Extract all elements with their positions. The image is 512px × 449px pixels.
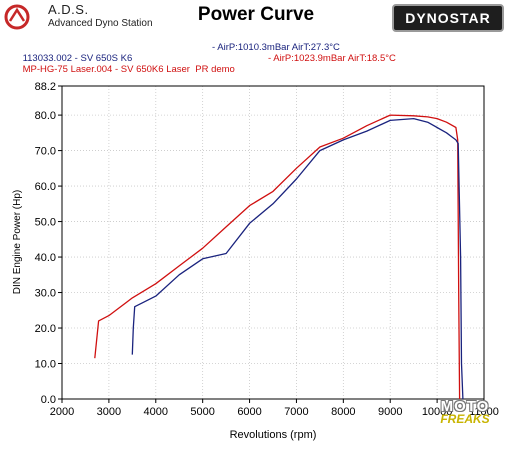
brand-subtitle: Advanced Dyno Station — [48, 18, 153, 29]
x-tick-label: 2000 — [50, 406, 74, 418]
x-tick-label: 11000 — [469, 406, 499, 418]
y-tick-label: 70.0 — [35, 146, 56, 158]
plot-frame — [61, 85, 485, 400]
y-tick-label: 50.0 — [35, 217, 56, 229]
run-name: 113033.002 - SV 650S K6 — [22, 53, 133, 64]
y-tick-label: 60.0 — [35, 181, 56, 193]
chart-title: Power Curve — [197, 4, 315, 25]
x-tick-label: 5000 — [190, 406, 214, 418]
watermark-top: MOTO — [440, 398, 490, 415]
x-tick-label: 6000 — [237, 406, 261, 418]
y-tick-label: 0.0 — [41, 394, 56, 406]
axis-ticks: 2000 3000 4000 5000 6000 7000 8000 9000 10000 110… — [35, 81, 499, 418]
run-legend-2: MP-HG-75 Laser.004 - SV 650K6 Laser PR d… — [12, 53, 396, 97]
run-name: MP-HG-75 Laser.004 - SV 650K6 Laser PR d… — [22, 64, 235, 75]
y-tick-label: 88.2 — [35, 81, 56, 93]
x-tick-label: 10000 — [422, 406, 453, 418]
run-conditions: - AirP:1010.3mBar AirT:27.3°C — [212, 42, 340, 53]
y-tick-label: 40.0 — [35, 252, 56, 264]
y-tick-label: 80.0 — [35, 110, 56, 122]
y-tick-label: 10.0 — [35, 359, 56, 371]
run-conditions: - AirP:1023.9mBar AirT:18.5°C — [268, 53, 396, 64]
run-legend-1: 113033.002 - SV 650S K6 - AirP:1010.3mBa… — [12, 42, 340, 86]
x-axis-label: Revolutions (rpm) — [230, 429, 317, 441]
y-tick-label: 30.0 — [35, 288, 56, 300]
ads-logo-icon — [4, 4, 30, 30]
x-tick-label: 3000 — [97, 406, 121, 418]
power-series-line-2 — [131, 117, 464, 400]
x-tick-label: 4000 — [144, 406, 168, 418]
report-header: A.D.S. Advanced Dyno Station Power Curve… — [0, 0, 512, 75]
y-axis-label: DIN Engine Power (Hp) — [12, 190, 23, 294]
x-tick-label: 8000 — [331, 406, 355, 418]
power-series-line-1 — [94, 114, 461, 400]
watermark-bottom: FREAKS — [440, 412, 490, 426]
motofreaks-watermark: MOTO FREAKS — [420, 398, 510, 426]
series-layer — [94, 114, 464, 400]
x-tick-label: 7000 — [284, 406, 308, 418]
brand-name: A.D.S. — [48, 2, 89, 17]
dynostar-logo: DYNOSTAR — [392, 4, 504, 32]
grid-lines — [61, 85, 485, 400]
y-tick-label: 20.0 — [35, 323, 56, 335]
x-tick-label: 9000 — [378, 406, 402, 418]
